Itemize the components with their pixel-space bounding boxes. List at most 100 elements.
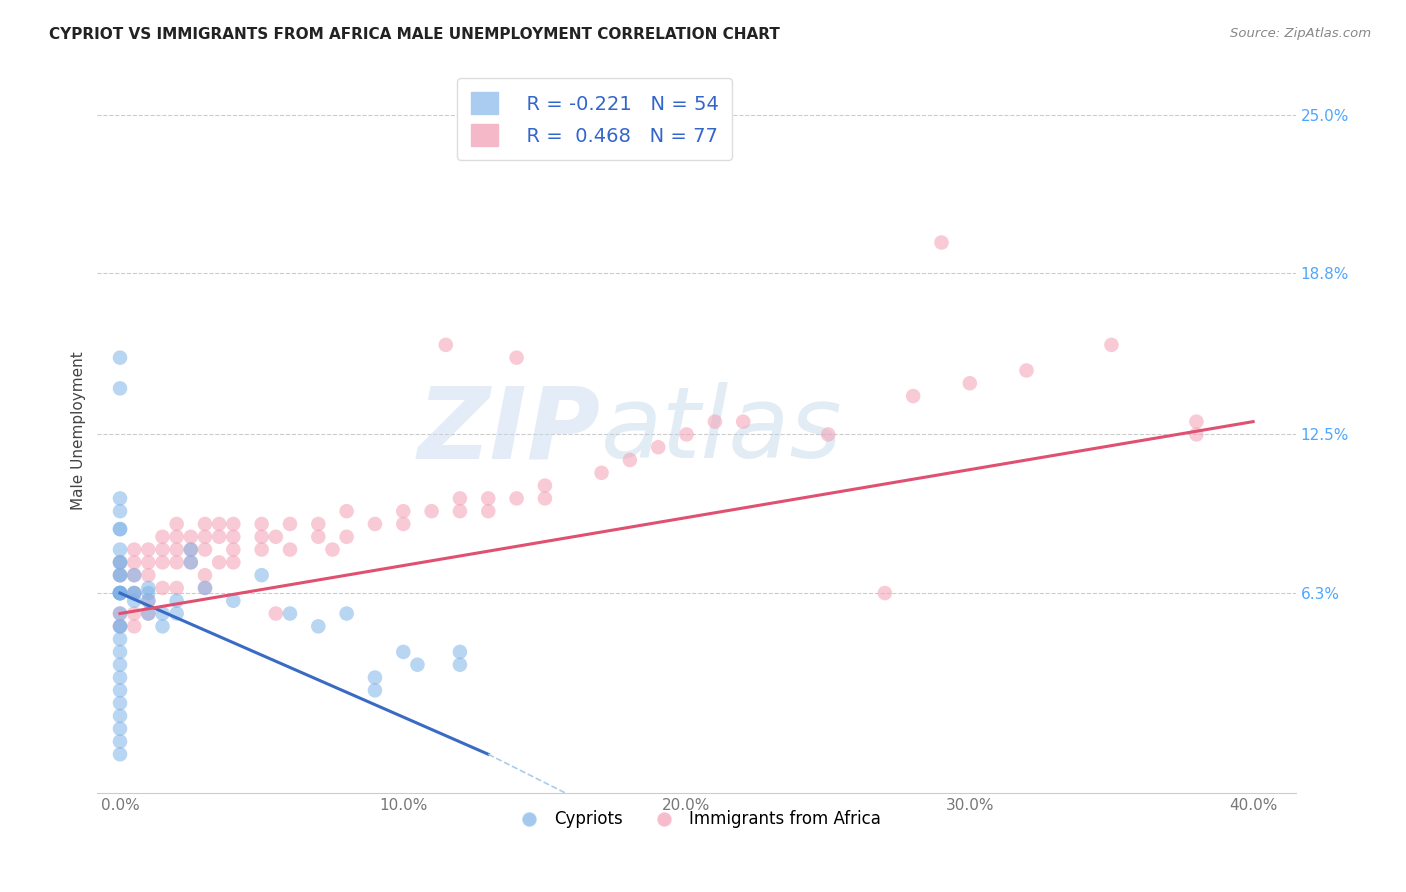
Point	[108, 632, 131, 647]
Point	[449, 645, 471, 659]
Point	[449, 504, 471, 518]
Point	[180, 555, 202, 569]
Point	[180, 542, 202, 557]
Point	[166, 555, 188, 569]
Point	[108, 555, 131, 569]
Point	[406, 657, 429, 672]
Point	[264, 607, 287, 621]
Text: Source: ZipAtlas.com: Source: ZipAtlas.com	[1230, 27, 1371, 40]
Point	[138, 555, 160, 569]
Point	[122, 555, 145, 569]
Text: CYPRIOT VS IMMIGRANTS FROM AFRICA MALE UNEMPLOYMENT CORRELATION CHART: CYPRIOT VS IMMIGRANTS FROM AFRICA MALE U…	[49, 27, 780, 42]
Point	[505, 351, 527, 365]
Point	[1185, 415, 1208, 429]
Point	[122, 593, 145, 607]
Point	[152, 530, 174, 544]
Point	[152, 619, 174, 633]
Point	[108, 586, 131, 600]
Point	[108, 607, 131, 621]
Point	[122, 586, 145, 600]
Point	[152, 581, 174, 595]
Point	[138, 586, 160, 600]
Point	[194, 568, 217, 582]
Point	[222, 593, 245, 607]
Point	[138, 593, 160, 607]
Point	[278, 607, 301, 621]
Point	[194, 542, 217, 557]
Legend: Cypriots, Immigrants from Africa: Cypriots, Immigrants from Africa	[505, 804, 887, 835]
Point	[222, 555, 245, 569]
Point	[1101, 338, 1123, 352]
Point	[420, 504, 443, 518]
Point	[364, 671, 387, 685]
Point	[901, 389, 924, 403]
Point	[1015, 363, 1038, 377]
Point	[108, 683, 131, 698]
Point	[108, 568, 131, 582]
Point	[194, 530, 217, 544]
Point	[108, 555, 131, 569]
Point	[1185, 427, 1208, 442]
Point	[108, 555, 131, 569]
Point	[108, 586, 131, 600]
Point	[222, 530, 245, 544]
Point	[108, 586, 131, 600]
Point	[264, 530, 287, 544]
Point	[108, 586, 131, 600]
Point	[307, 530, 329, 544]
Point	[108, 709, 131, 723]
Point	[108, 671, 131, 685]
Point	[250, 568, 273, 582]
Point	[166, 607, 188, 621]
Point	[208, 555, 231, 569]
Point	[959, 376, 981, 391]
Point	[138, 568, 160, 582]
Point	[817, 427, 839, 442]
Point	[534, 491, 557, 506]
Point	[364, 516, 387, 531]
Point	[194, 581, 217, 595]
Point	[222, 542, 245, 557]
Point	[166, 581, 188, 595]
Point	[108, 491, 131, 506]
Point	[108, 696, 131, 710]
Point	[208, 530, 231, 544]
Point	[250, 530, 273, 544]
Point	[477, 491, 499, 506]
Point	[434, 338, 457, 352]
Point	[108, 619, 131, 633]
Point	[278, 516, 301, 531]
Point	[138, 581, 160, 595]
Point	[675, 427, 697, 442]
Point	[138, 542, 160, 557]
Point	[108, 381, 131, 395]
Point	[108, 568, 131, 582]
Point	[250, 542, 273, 557]
Point	[392, 516, 415, 531]
Point	[647, 440, 669, 454]
Text: atlas: atlas	[600, 382, 842, 479]
Point	[449, 657, 471, 672]
Point	[108, 722, 131, 736]
Point	[166, 516, 188, 531]
Point	[166, 593, 188, 607]
Point	[194, 581, 217, 595]
Point	[108, 586, 131, 600]
Point	[180, 530, 202, 544]
Point	[278, 542, 301, 557]
Point	[208, 516, 231, 531]
Point	[152, 555, 174, 569]
Point	[152, 607, 174, 621]
Point	[138, 607, 160, 621]
Point	[108, 351, 131, 365]
Point	[364, 683, 387, 698]
Point	[108, 586, 131, 600]
Point	[534, 478, 557, 492]
Point	[122, 568, 145, 582]
Point	[336, 607, 359, 621]
Point	[122, 607, 145, 621]
Point	[336, 504, 359, 518]
Point	[166, 542, 188, 557]
Point	[222, 516, 245, 531]
Point	[180, 555, 202, 569]
